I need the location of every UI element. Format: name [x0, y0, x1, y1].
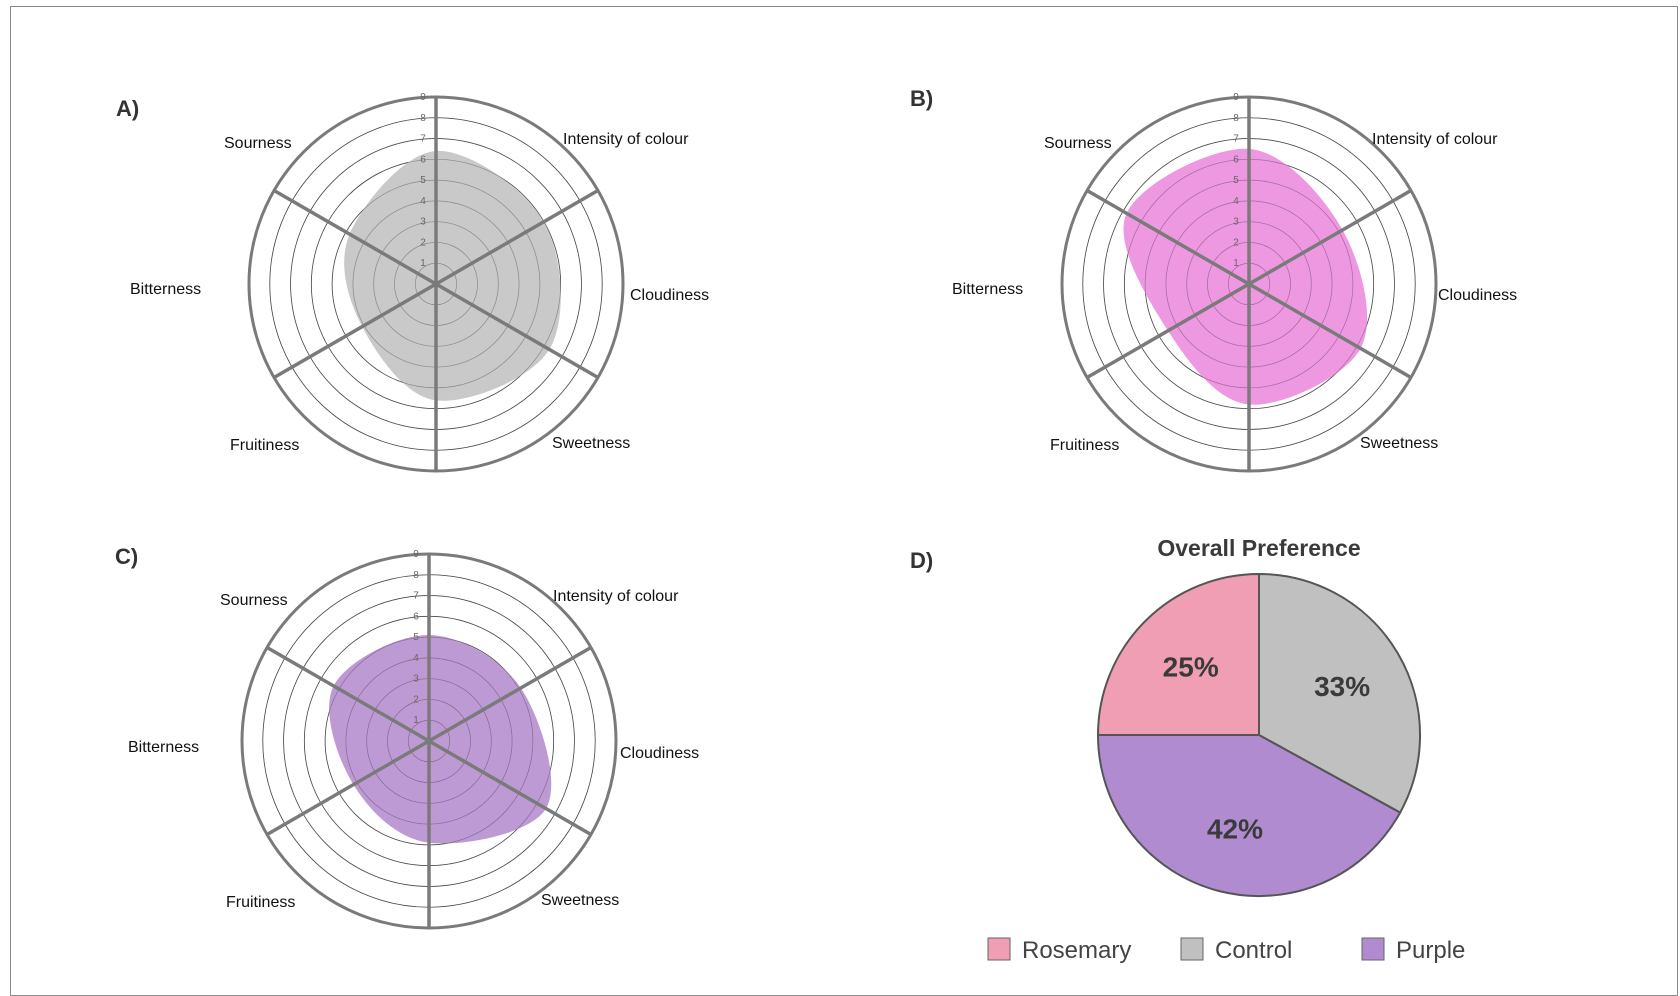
tick-label: 2: [413, 694, 419, 705]
tick-label: 3: [1233, 217, 1239, 228]
axis-label: Bitterness: [130, 281, 201, 298]
radar-spoke: [266, 645, 430, 743]
axis-label: Intensity of colour: [1372, 131, 1498, 148]
tick-label: 9: [420, 92, 426, 103]
tick-label: 1: [413, 715, 419, 726]
tick-label: 8: [413, 570, 419, 581]
axis-label: Bitterness: [128, 739, 199, 756]
axis-label: Sweetness: [1360, 435, 1438, 452]
legend-item-rosemary: Rosemary: [987, 937, 1131, 964]
pie-slice-purple: [1096, 734, 1402, 898]
axis-label: Fruitiness: [1050, 437, 1119, 454]
tick-label: 6: [413, 611, 419, 622]
legend-item-control: Control: [1180, 937, 1292, 964]
panel-label: D): [910, 548, 933, 573]
radar-spoke: [273, 188, 437, 286]
tick-label: 5: [413, 632, 419, 643]
radar-chart-c: C) 1 2 3 4 5 6 7 8 9 Intensity of colour Cloudiness…: [115, 544, 699, 930]
pie-slice-label: 33%: [1314, 671, 1370, 702]
pie-slice-label: 25%: [1163, 652, 1219, 683]
axis-label: Cloudiness: [620, 745, 699, 762]
tick-label: 6: [1233, 154, 1239, 165]
radar-spoke: [1248, 188, 1412, 286]
radar-spoke: [428, 739, 592, 837]
axis-label: Cloudiness: [630, 287, 709, 304]
legend-label: Purple: [1396, 937, 1465, 964]
tick-label: 7: [420, 134, 426, 145]
pie-chart-d: D) Overall Preference 33% 42% 25% Rosemary Con…: [910, 535, 1465, 964]
axis-label: Cloudiness: [1438, 287, 1517, 304]
tick-label: 8: [1233, 113, 1239, 124]
radar-spoke: [266, 739, 430, 837]
radar-spoke: [435, 282, 599, 380]
tick-label: 1: [420, 258, 426, 269]
axis-label: Sourness: [1044, 135, 1112, 152]
tick-label: 5: [420, 175, 426, 186]
panel-label: A): [116, 96, 139, 121]
tick-label: 3: [413, 674, 419, 685]
legend-swatch: [1361, 937, 1385, 961]
tick-label: 6: [420, 154, 426, 165]
tick-label: 5: [1233, 175, 1239, 186]
pie-slice-rosemary: [1096, 572, 1260, 736]
tick-label: 9: [413, 549, 419, 560]
radar-chart-a: A) 1 2 3 4 5 6 7 8 9 Intensity of colour Cloudiness…: [116, 92, 709, 473]
axis-label: Sweetness: [541, 892, 619, 909]
radar-spoke: [428, 645, 592, 743]
tick-label: 2: [1233, 237, 1239, 248]
tick-label: 2: [420, 237, 426, 248]
axis-label: Fruitiness: [230, 437, 299, 454]
axis-label: Sweetness: [552, 435, 630, 452]
panel-label: C): [115, 544, 138, 569]
axis-label: Bitterness: [952, 281, 1023, 298]
radar-spoke: [1086, 188, 1250, 286]
axis-label: Fruitiness: [226, 894, 295, 911]
tick-label: 1: [1233, 258, 1239, 269]
axis-label: Sourness: [224, 135, 292, 152]
legend-item-purple: Purple: [1361, 937, 1465, 964]
legend-label: Control: [1215, 937, 1292, 964]
radar-spoke: [1086, 282, 1250, 380]
radar-series-area: [329, 634, 552, 844]
tick-label: 3: [420, 217, 426, 228]
legend-label: Rosemary: [1022, 937, 1131, 964]
tick-label: 4: [413, 653, 419, 664]
pie-title: Overall Preference: [1157, 535, 1360, 561]
tick-label: 4: [420, 196, 426, 207]
radar-chart-b: B) 1 2 3 4 5 6 7 8 9 Intensity of colour Cloudiness…: [910, 86, 1517, 473]
radar-spoke: [435, 188, 599, 286]
tick-label: 7: [413, 591, 419, 602]
axis-label: Intensity of colour: [553, 588, 679, 605]
radar-series-area: [1123, 148, 1368, 405]
legend-swatch: [1180, 937, 1204, 961]
tick-label: 7: [1233, 134, 1239, 145]
axis-label: Intensity of colour: [563, 131, 689, 148]
panel-label: B): [910, 86, 933, 111]
tick-label: 8: [420, 113, 426, 124]
radar-spoke: [273, 282, 437, 380]
legend-swatch: [987, 937, 1011, 961]
tick-label: 9: [1233, 92, 1239, 103]
tick-label: 4: [1233, 196, 1239, 207]
pie-slice-control: [1258, 572, 1422, 814]
radar-spoke: [1248, 282, 1412, 380]
axis-label: Sourness: [220, 592, 288, 609]
pie-slice-label: 42%: [1207, 814, 1263, 845]
